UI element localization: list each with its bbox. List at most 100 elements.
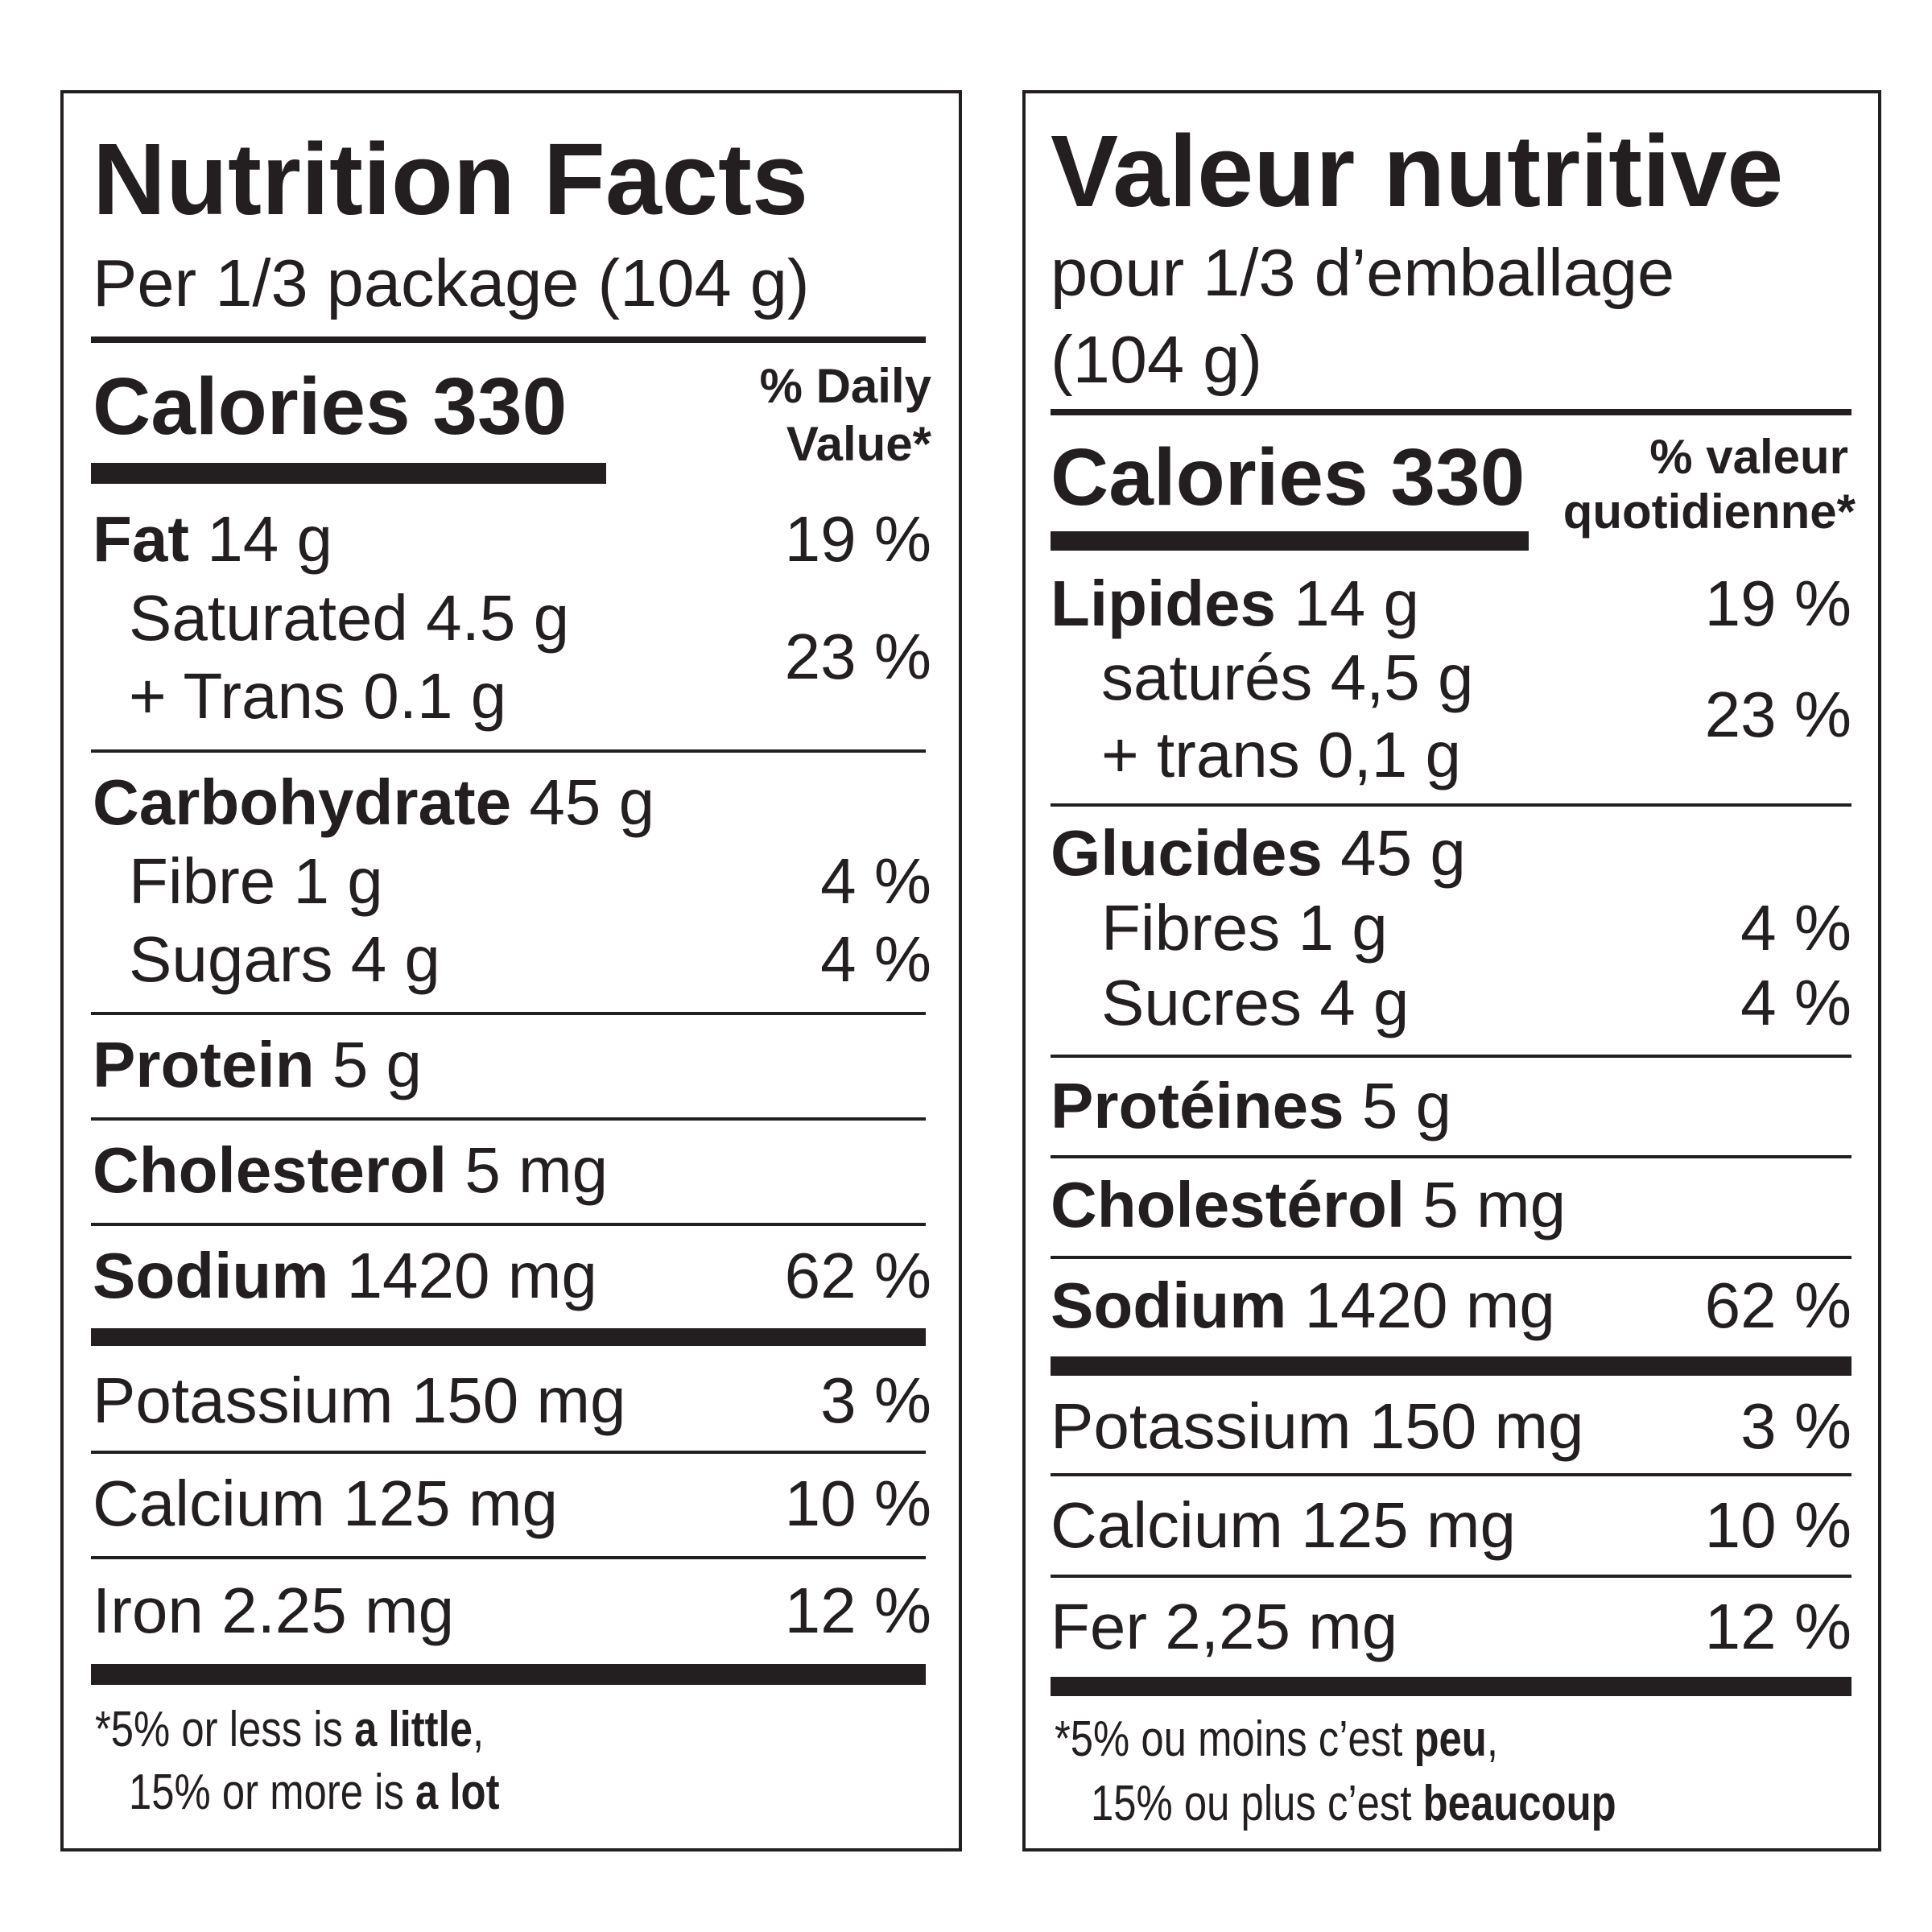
row-saturated-fr: saturés 4,5 g bbox=[1101, 642, 1474, 713]
row-carbohydrate-fr: Glucides 45 g bbox=[1051, 821, 1466, 886]
footnote-text: , bbox=[1486, 1711, 1498, 1767]
dv-calcium-en: 10 % bbox=[784, 1468, 931, 1539]
nutrient-name: Carbohydrate bbox=[93, 766, 512, 838]
rule-thin bbox=[1051, 1256, 1852, 1259]
nutrient-amount: 14 g bbox=[1294, 568, 1419, 639]
rule-thick bbox=[1051, 1356, 1852, 1376]
nutrition-facts-panel-en bbox=[60, 90, 962, 1852]
nutrient-name: Protéines bbox=[1051, 1070, 1344, 1141]
nutrient-amount: 14 g bbox=[207, 503, 332, 575]
nutrient-name: Protein bbox=[93, 1029, 315, 1100]
dv-fibre-fr: 4 % bbox=[1740, 892, 1852, 964]
row-protein-en: Protein 5 g bbox=[93, 1033, 422, 1097]
row-saturated-en: Saturated 4.5 g bbox=[129, 582, 570, 654]
row-trans-fr: + trans 0,1 g bbox=[1101, 719, 1461, 791]
dv-calcium-fr: 10 % bbox=[1704, 1489, 1852, 1561]
nutrient-name: Lipides bbox=[1051, 568, 1277, 639]
footnote-text: 15% ou plus c’est bbox=[1091, 1776, 1423, 1831]
row-sugars-fr: Sucres 4 g bbox=[1101, 967, 1410, 1038]
dv-header-line1-fr: % valeur bbox=[1649, 430, 1848, 484]
panel-title-fr: Valeur nutritive bbox=[1051, 114, 1784, 228]
dv-header-line2-fr: quotidienne* bbox=[1563, 485, 1856, 539]
dv-sat-trans-en: 23 % bbox=[784, 621, 931, 692]
footnote-line1-fr: *5% ou moins c’est peu, bbox=[1055, 1715, 1498, 1765]
nutrient-name: Fat bbox=[93, 503, 189, 575]
dv-iron-en: 12 % bbox=[784, 1575, 931, 1646]
nutrient-name: Cholestérol bbox=[1051, 1169, 1406, 1241]
nutrient-name: Glucides bbox=[1051, 817, 1323, 889]
calories-bar bbox=[1051, 531, 1529, 551]
dv-fat-en: 19 % bbox=[784, 503, 931, 575]
calories-fr: Calories 330 bbox=[1051, 432, 1525, 522]
nutrient-amount: 5 g bbox=[332, 1029, 423, 1100]
dv-sodium-en: 62 % bbox=[784, 1240, 931, 1311]
dv-sat-trans-fr: 23 % bbox=[1704, 679, 1852, 750]
footnote-text: , bbox=[473, 1702, 485, 1757]
row-carbohydrate-en: Carbohydrate 45 g bbox=[93, 770, 654, 835]
nutrient-amount: 5 mg bbox=[1422, 1169, 1567, 1241]
calories-en: Calories 330 bbox=[93, 361, 568, 452]
row-calcium-en: Calcium 125 mg bbox=[93, 1468, 559, 1539]
row-sugars-en: Sugars 4 g bbox=[129, 923, 440, 995]
rule-thin bbox=[1051, 1055, 1852, 1058]
footnote-emphasis: beaucoup bbox=[1422, 1776, 1616, 1831]
row-calcium-fr: Calcium 125 mg bbox=[1051, 1489, 1517, 1561]
row-protein-fr: Protéines 5 g bbox=[1051, 1074, 1451, 1138]
footnote-emphasis: a lot bbox=[415, 1765, 500, 1820]
rule-thin bbox=[1051, 1575, 1852, 1578]
nutrient-name: Cholesterol bbox=[93, 1134, 448, 1206]
nutrient-amount: 5 mg bbox=[464, 1134, 609, 1206]
panel-title-en: Nutrition Facts bbox=[93, 122, 809, 236]
footnote-text: *5% or less is bbox=[95, 1702, 355, 1757]
footnote-line2-fr: 15% ou plus c’est beaucoup bbox=[1091, 1779, 1616, 1829]
nutrient-amount: 45 g bbox=[1340, 817, 1466, 889]
nutrient-amount: 5 g bbox=[1361, 1070, 1452, 1141]
row-sodium-fr: Sodium 1420 mg bbox=[1051, 1274, 1555, 1338]
rule-thin bbox=[91, 1451, 926, 1454]
row-fibre-en: Fibre 1 g bbox=[129, 845, 383, 917]
rule-thin bbox=[1051, 1473, 1852, 1476]
rule-thick bbox=[1051, 1677, 1852, 1696]
rule-thin bbox=[91, 1223, 926, 1226]
dv-header-line1-en: % Daily bbox=[759, 359, 931, 413]
row-potassium-en: Potassium 150 mg bbox=[93, 1364, 626, 1436]
row-iron-en: Iron 2.25 mg bbox=[93, 1575, 455, 1646]
serving-size-line2-fr: (104 g) bbox=[1051, 322, 1262, 397]
rule-thin bbox=[91, 336, 926, 343]
valeur-nutritive-panel-fr bbox=[1022, 90, 1881, 1852]
dv-potassium-fr: 3 % bbox=[1740, 1390, 1852, 1462]
serving-size-line1-fr: pour 1/3 d’emballage bbox=[1051, 235, 1675, 310]
dv-fibre-en: 4 % bbox=[820, 845, 931, 917]
footnote-line2-en: 15% or more is a lot bbox=[129, 1768, 500, 1818]
row-fat-fr: Lipides 14 g bbox=[1051, 572, 1419, 636]
row-cholesterol-en: Cholesterol 5 mg bbox=[93, 1138, 608, 1203]
row-iron-fr: Fer 2,25 mg bbox=[1051, 1591, 1398, 1662]
row-trans-en: + Trans 0.1 g bbox=[129, 660, 507, 732]
rule-thin bbox=[91, 749, 926, 753]
dv-sugars-en: 4 % bbox=[820, 923, 931, 995]
rule-thin bbox=[1051, 1155, 1852, 1158]
rule-thick bbox=[91, 1664, 926, 1685]
footnote-text: 15% or more is bbox=[129, 1765, 416, 1820]
nutrient-name: Sodium bbox=[1051, 1269, 1287, 1341]
row-potassium-fr: Potassium 150 mg bbox=[1051, 1390, 1584, 1462]
nutrient-name: Sodium bbox=[93, 1240, 329, 1311]
nutrient-amount: 1420 mg bbox=[1304, 1269, 1555, 1341]
dv-iron-fr: 12 % bbox=[1704, 1591, 1852, 1662]
nutrient-amount: 45 g bbox=[529, 766, 655, 838]
nutrient-amount: 1420 mg bbox=[346, 1240, 597, 1311]
row-sodium-en: Sodium 1420 mg bbox=[93, 1244, 597, 1308]
dv-potassium-en: 3 % bbox=[820, 1364, 931, 1436]
rule-thick bbox=[91, 1328, 926, 1346]
footnote-text: *5% ou moins c’est bbox=[1055, 1711, 1414, 1767]
row-fat-en: Fat 14 g bbox=[93, 507, 332, 572]
dv-fat-fr: 19 % bbox=[1704, 568, 1852, 639]
serving-size-en: Per 1/3 package (104 g) bbox=[93, 246, 810, 320]
dv-header-line2-en: Value* bbox=[786, 417, 931, 471]
dv-sodium-fr: 62 % bbox=[1704, 1269, 1852, 1341]
footnote-emphasis: peu bbox=[1414, 1711, 1487, 1767]
row-fibre-fr: Fibres 1 g bbox=[1101, 892, 1388, 964]
rule-thin bbox=[91, 1556, 926, 1559]
rule-thin bbox=[1051, 409, 1852, 415]
calories-bar bbox=[91, 463, 606, 484]
